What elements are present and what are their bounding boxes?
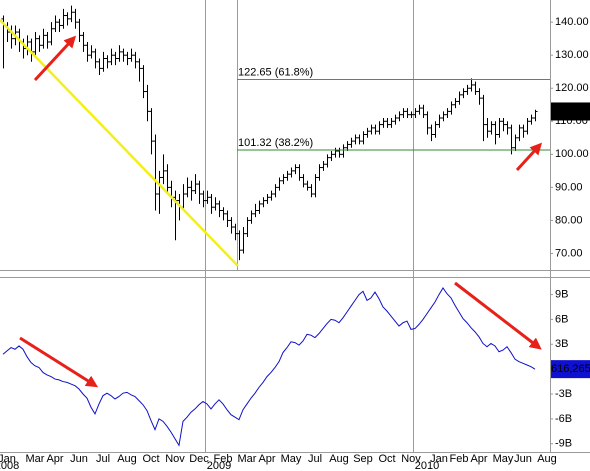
x-tick-label: Jun (70, 453, 88, 465)
x-tick-label: Aug (117, 453, 137, 465)
x-year-label: 2008 (0, 460, 19, 471)
x-tick-label: Sep (353, 453, 373, 465)
x-tick-label: Aug (329, 453, 349, 465)
level-label: 101.32 (38.2%) (238, 137, 313, 149)
x-tick-label: Mar (26, 453, 45, 465)
y-tick-label: 9B (555, 288, 568, 300)
last-value-label: 616,265 (551, 363, 590, 375)
x-tick-label: Jul (96, 453, 110, 465)
axis-area: 70.0080.0090.00100.00110.00120.00130.001… (0, 16, 590, 471)
x-tick-label: Apr (470, 453, 487, 465)
x-tick-label: Feb (214, 453, 233, 465)
x-tick-label: Apr (46, 453, 63, 465)
arrow (33, 35, 77, 82)
y-tick-label: 130.00 (555, 49, 589, 61)
x-tick-label: Jan (0, 453, 16, 465)
x-tick-label: Dec (189, 453, 209, 465)
x-tick-label: Jan (430, 453, 448, 465)
x-tick-label: Jul (308, 453, 322, 465)
arrow (515, 142, 543, 172)
arrow (19, 336, 99, 388)
x-year-label: 2010 (415, 460, 439, 471)
plot-area: 122.65 (61.8%) 101.32 (38.2%) (1, 5, 550, 447)
x-tick-label: Feb (450, 453, 469, 465)
last-value-box (551, 360, 590, 379)
indicator-line (2, 287, 536, 447)
last-value-box (551, 102, 590, 121)
x-year-label: 2009 (207, 460, 231, 471)
x-tick-label: Mar (238, 453, 257, 465)
x-tick-label: Apr (258, 453, 275, 465)
arrow (454, 281, 542, 350)
y-tick-label: 140.00 (555, 16, 589, 28)
y-tick-label: 3B (555, 338, 568, 350)
x-tick-label: May (281, 453, 302, 465)
x-tick-label: Aug (537, 453, 557, 465)
y-tick-label: 90.00 (555, 181, 583, 193)
x-tick-label: May (493, 453, 514, 465)
last-value-label: 112.97 (555, 105, 588, 117)
trend-line (0, 19, 239, 267)
y-tick-label: 6B (555, 313, 568, 325)
x-tick-label: Nov (401, 453, 421, 465)
x-tick-label: Nov (165, 453, 185, 465)
y-tick-label: 120.00 (555, 82, 589, 94)
y-tick-label: -3B (555, 388, 572, 400)
y-tick-label: 70.00 (555, 247, 583, 259)
level-label: 122.65 (61.8%) (238, 66, 313, 78)
x-tick-label: Oct (142, 453, 159, 465)
y-tick-label: -9B (555, 438, 572, 450)
y-tick-label: -6B (555, 413, 572, 425)
x-tick-label: Oct (378, 453, 395, 465)
x-tick-label: Jun (514, 453, 532, 465)
y-tick-label: 80.00 (555, 214, 583, 226)
y-tick-label: 100.00 (555, 148, 589, 160)
